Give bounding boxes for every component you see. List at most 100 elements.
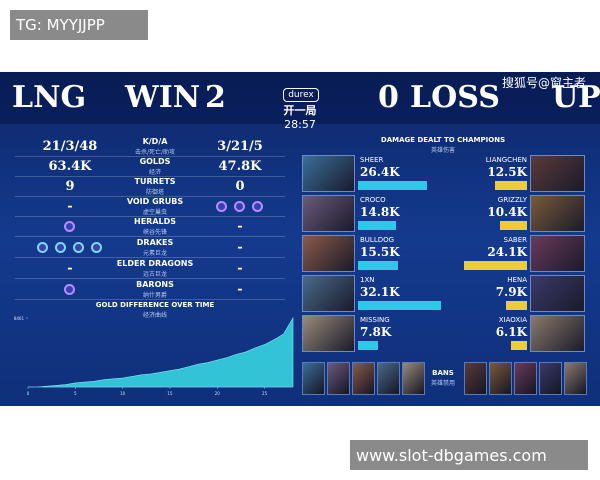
- bans-label: BANS: [432, 369, 454, 377]
- ban-portrait: [489, 362, 512, 395]
- player-name: LIANGCHEN: [485, 156, 527, 164]
- player-name: SHEER: [360, 156, 384, 164]
- champion-portrait: [530, 195, 585, 232]
- stat-value: -: [237, 219, 243, 234]
- stat-value: 47.8K: [218, 159, 262, 174]
- chart-subtitle: 经济曲线: [142, 312, 168, 319]
- champion-portrait: [302, 155, 355, 192]
- watermark: www.slot-dbgames.com: [350, 440, 588, 470]
- objective-icon: [64, 221, 75, 232]
- stat-value: -: [67, 261, 73, 276]
- game-label: 开一局: [283, 104, 317, 117]
- champion-portrait: [530, 235, 585, 272]
- stat-value: 63.4K: [48, 159, 92, 174]
- result-left: WIN: [125, 80, 201, 115]
- team-left: LNG: [12, 80, 87, 115]
- row-divider: [15, 299, 285, 300]
- damage-bar: [511, 341, 527, 350]
- row-divider: [15, 176, 285, 177]
- damage-value: 10.4K: [487, 205, 527, 219]
- stat-label: K/D/A: [142, 137, 168, 146]
- objective-icon: [64, 284, 75, 295]
- ban-portrait: [352, 362, 375, 395]
- row-divider: [15, 196, 285, 197]
- x-tick-label: 20: [215, 391, 221, 396]
- damage-bar: [358, 341, 379, 350]
- stat-value: -: [237, 240, 243, 255]
- bans-sublabel: 英雄禁用: [430, 380, 456, 387]
- damage-value: 24.1K: [487, 245, 527, 259]
- damage-value: 7.9K: [495, 285, 527, 299]
- objective-icon: [252, 201, 263, 212]
- ban-portrait: [539, 362, 562, 395]
- champion-portrait: [302, 235, 355, 272]
- stat-sublabel: 虚空巢虫: [142, 209, 168, 216]
- source-watermark: 搜狐号@窗主者: [502, 76, 587, 90]
- stat-label: GOLDS: [139, 157, 171, 166]
- x-tick-label: 25: [262, 391, 268, 396]
- player-name: CROCO: [360, 196, 386, 204]
- ban-portrait: [514, 362, 537, 395]
- champion-portrait: [530, 315, 585, 352]
- damage-bar: [358, 261, 399, 270]
- gold-chart: 0 5 10 15 20 25 8461: [14, 316, 294, 396]
- damage-bar: [499, 221, 527, 230]
- damage-bar: [358, 221, 397, 230]
- damage-bar: [494, 181, 527, 190]
- champion-portrait: [302, 315, 355, 352]
- stat-sublabel: 经济: [148, 169, 162, 176]
- score-left: 2: [205, 80, 226, 115]
- stat-label: TURRETS: [134, 177, 176, 186]
- gold-area: [28, 316, 294, 388]
- stat-value: 0: [235, 179, 245, 194]
- player-name: GRIZZLY: [497, 196, 527, 204]
- stats-panel: LNG WIN 2 durex 开一局 28:57 0 LOSS UP 搜狐号@窗主者 K/D/A 击…: [0, 72, 600, 406]
- objective-icon: [73, 242, 84, 253]
- score-right: 0: [378, 80, 399, 115]
- stat-label: DRAKES: [136, 238, 174, 247]
- stat-sublabel: 远古巨龙: [142, 271, 168, 278]
- row-divider: [15, 236, 285, 237]
- row-divider: [15, 278, 285, 279]
- stat-sublabel: 纳什男爵: [142, 292, 168, 299]
- y-tick-label: 8461: [14, 316, 25, 321]
- damage-value: 12.5K: [487, 165, 527, 179]
- damage-title: DAMAGE DEALT TO CHAMPIONS: [380, 136, 506, 144]
- ban-portrait: [327, 362, 350, 395]
- team-right: UP: [552, 80, 600, 115]
- player-name: XIAOXIA: [498, 316, 527, 324]
- result-right: LOSS: [410, 80, 500, 115]
- stat-value: -: [67, 199, 73, 214]
- damage-value: 7.8K: [360, 325, 392, 339]
- row-divider: [15, 216, 285, 217]
- damage-bar: [464, 261, 527, 270]
- objective-icon: [234, 201, 245, 212]
- damage-bar: [506, 301, 527, 310]
- watermark: TG: MYYJJPP: [10, 10, 148, 40]
- damage-value: 6.1K: [495, 325, 527, 339]
- game-time: 28:57: [284, 118, 316, 131]
- stat-sublabel: 击杀/死亡/助攻: [134, 149, 176, 156]
- stat-value: 21/3/48: [42, 139, 98, 154]
- stat-value: -: [237, 261, 243, 276]
- damage-value: 32.1K: [360, 285, 400, 299]
- header-bar: [0, 72, 600, 124]
- chart-title: GOLD DIFFERENCE OVER TIME: [95, 301, 215, 309]
- stat-label: VOID GRUBS: [126, 197, 184, 206]
- player-name: MISSING: [360, 316, 390, 324]
- damage-value: 14.8K: [360, 205, 400, 219]
- stat-label: HERALDS: [133, 217, 177, 226]
- objective-icon: [216, 201, 227, 212]
- champion-portrait: [302, 275, 355, 312]
- x-tick-label: 15: [167, 391, 173, 396]
- ban-portrait: [302, 362, 325, 395]
- ban-portrait: [464, 362, 487, 395]
- objective-icon: [91, 242, 102, 253]
- stat-sublabel: 元素巨龙: [142, 250, 168, 257]
- sponsor: durex: [283, 88, 319, 102]
- x-tick-label: 5: [74, 391, 77, 396]
- damage-bar: [358, 301, 442, 310]
- objective-icon: [37, 242, 48, 253]
- damage-subtitle: 英雄伤害: [430, 147, 456, 154]
